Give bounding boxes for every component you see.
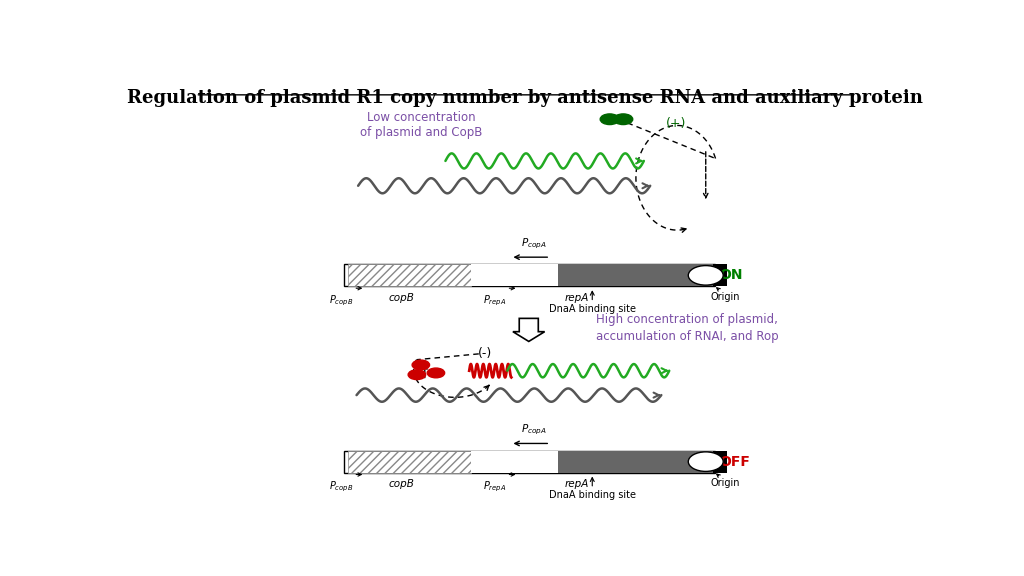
FancyArrow shape: [513, 319, 545, 342]
Text: OFF: OFF: [719, 454, 751, 469]
Text: copB: copB: [389, 479, 415, 490]
Text: $P_{copB}$: $P_{copB}$: [330, 294, 353, 308]
Bar: [471, 450, 558, 473]
Text: repA: repA: [564, 293, 589, 303]
Text: $P_{copB}$: $P_{copB}$: [330, 480, 353, 494]
Circle shape: [688, 266, 723, 285]
Text: ON: ON: [719, 268, 742, 282]
Circle shape: [427, 368, 444, 378]
Text: Regulation of plasmid R1 copy number by antisense RNA and auxiliary protein: Regulation of plasmid R1 copy number by …: [127, 89, 923, 107]
Bar: [348, 264, 471, 286]
Text: DnaA binding site: DnaA binding site: [549, 304, 636, 314]
Bar: [558, 450, 713, 473]
Text: $P_{repA}$: $P_{repA}$: [483, 480, 506, 494]
Circle shape: [409, 370, 426, 380]
Text: $P_{copA}$: $P_{copA}$: [521, 237, 547, 251]
Bar: [348, 450, 471, 473]
Bar: [344, 450, 715, 473]
Text: Origin: Origin: [711, 479, 740, 488]
Circle shape: [600, 114, 620, 124]
Bar: [713, 450, 727, 473]
Bar: [713, 264, 727, 286]
Text: Low concentration
of plasmid and CopB: Low concentration of plasmid and CopB: [360, 111, 483, 139]
Bar: [344, 264, 715, 286]
Text: DnaA binding site: DnaA binding site: [549, 491, 636, 501]
Bar: [471, 264, 558, 286]
Text: $P_{copA}$: $P_{copA}$: [521, 423, 547, 437]
Text: Origin: Origin: [711, 292, 740, 302]
Bar: [558, 264, 713, 286]
Text: repA: repA: [564, 479, 589, 490]
Text: copB: copB: [389, 293, 415, 303]
Circle shape: [412, 360, 430, 370]
Circle shape: [688, 452, 723, 471]
Text: (+): (+): [666, 117, 686, 130]
Text: High concentration of plasmid,
accumulation of RNAI, and Rop: High concentration of plasmid, accumulat…: [596, 313, 779, 343]
Text: $P_{repA}$: $P_{repA}$: [483, 294, 506, 308]
Text: (-): (-): [478, 347, 493, 361]
Circle shape: [613, 114, 633, 124]
